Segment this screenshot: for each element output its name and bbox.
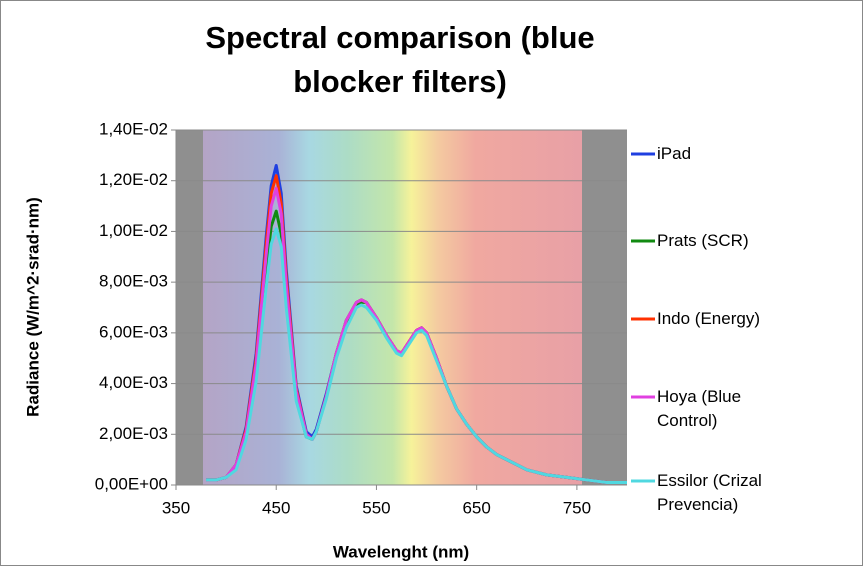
x-tick-label: 650 (462, 498, 490, 517)
y-tick-label: 4,00E-03 (99, 373, 168, 392)
x-tick-label: 450 (262, 498, 290, 517)
y-tick-label: 0,00E+00 (95, 474, 168, 493)
spectrum-band (203, 130, 582, 485)
uv-band (176, 130, 203, 485)
legend-label: iPad (657, 144, 692, 163)
chart-title: Spectral comparison (blue blocker filter… (205, 20, 595, 99)
x-tick-label: 750 (563, 498, 591, 517)
y-tick-label: 6,00E-03 (99, 322, 168, 341)
x-tick-label: 550 (362, 498, 390, 517)
legend-label: Prats (SCR) (657, 231, 749, 250)
legend-label: Essilor (Crizal Prevencia) (657, 471, 762, 514)
legend-label: Hoya (Blue Control) (657, 387, 742, 430)
y-tick-label: 8,00E-03 (99, 272, 168, 291)
series-line (206, 227, 627, 484)
ir-band (582, 130, 627, 485)
x-tick-label: 350 (162, 498, 190, 517)
x-axis-label: Wavelenght (nm) (333, 542, 469, 561)
y-tick-label: 1,40E-02 (99, 119, 168, 138)
y-tick-label: 1,20E-02 (99, 170, 168, 189)
legend-label: Indo (Energy) (657, 309, 760, 328)
y-tick-label: 2,00E-03 (99, 424, 168, 443)
y-axis-label: Radiance (W/m^2·srad·nm) (23, 197, 42, 417)
y-tick-label: 1,00E-02 (99, 221, 168, 240)
